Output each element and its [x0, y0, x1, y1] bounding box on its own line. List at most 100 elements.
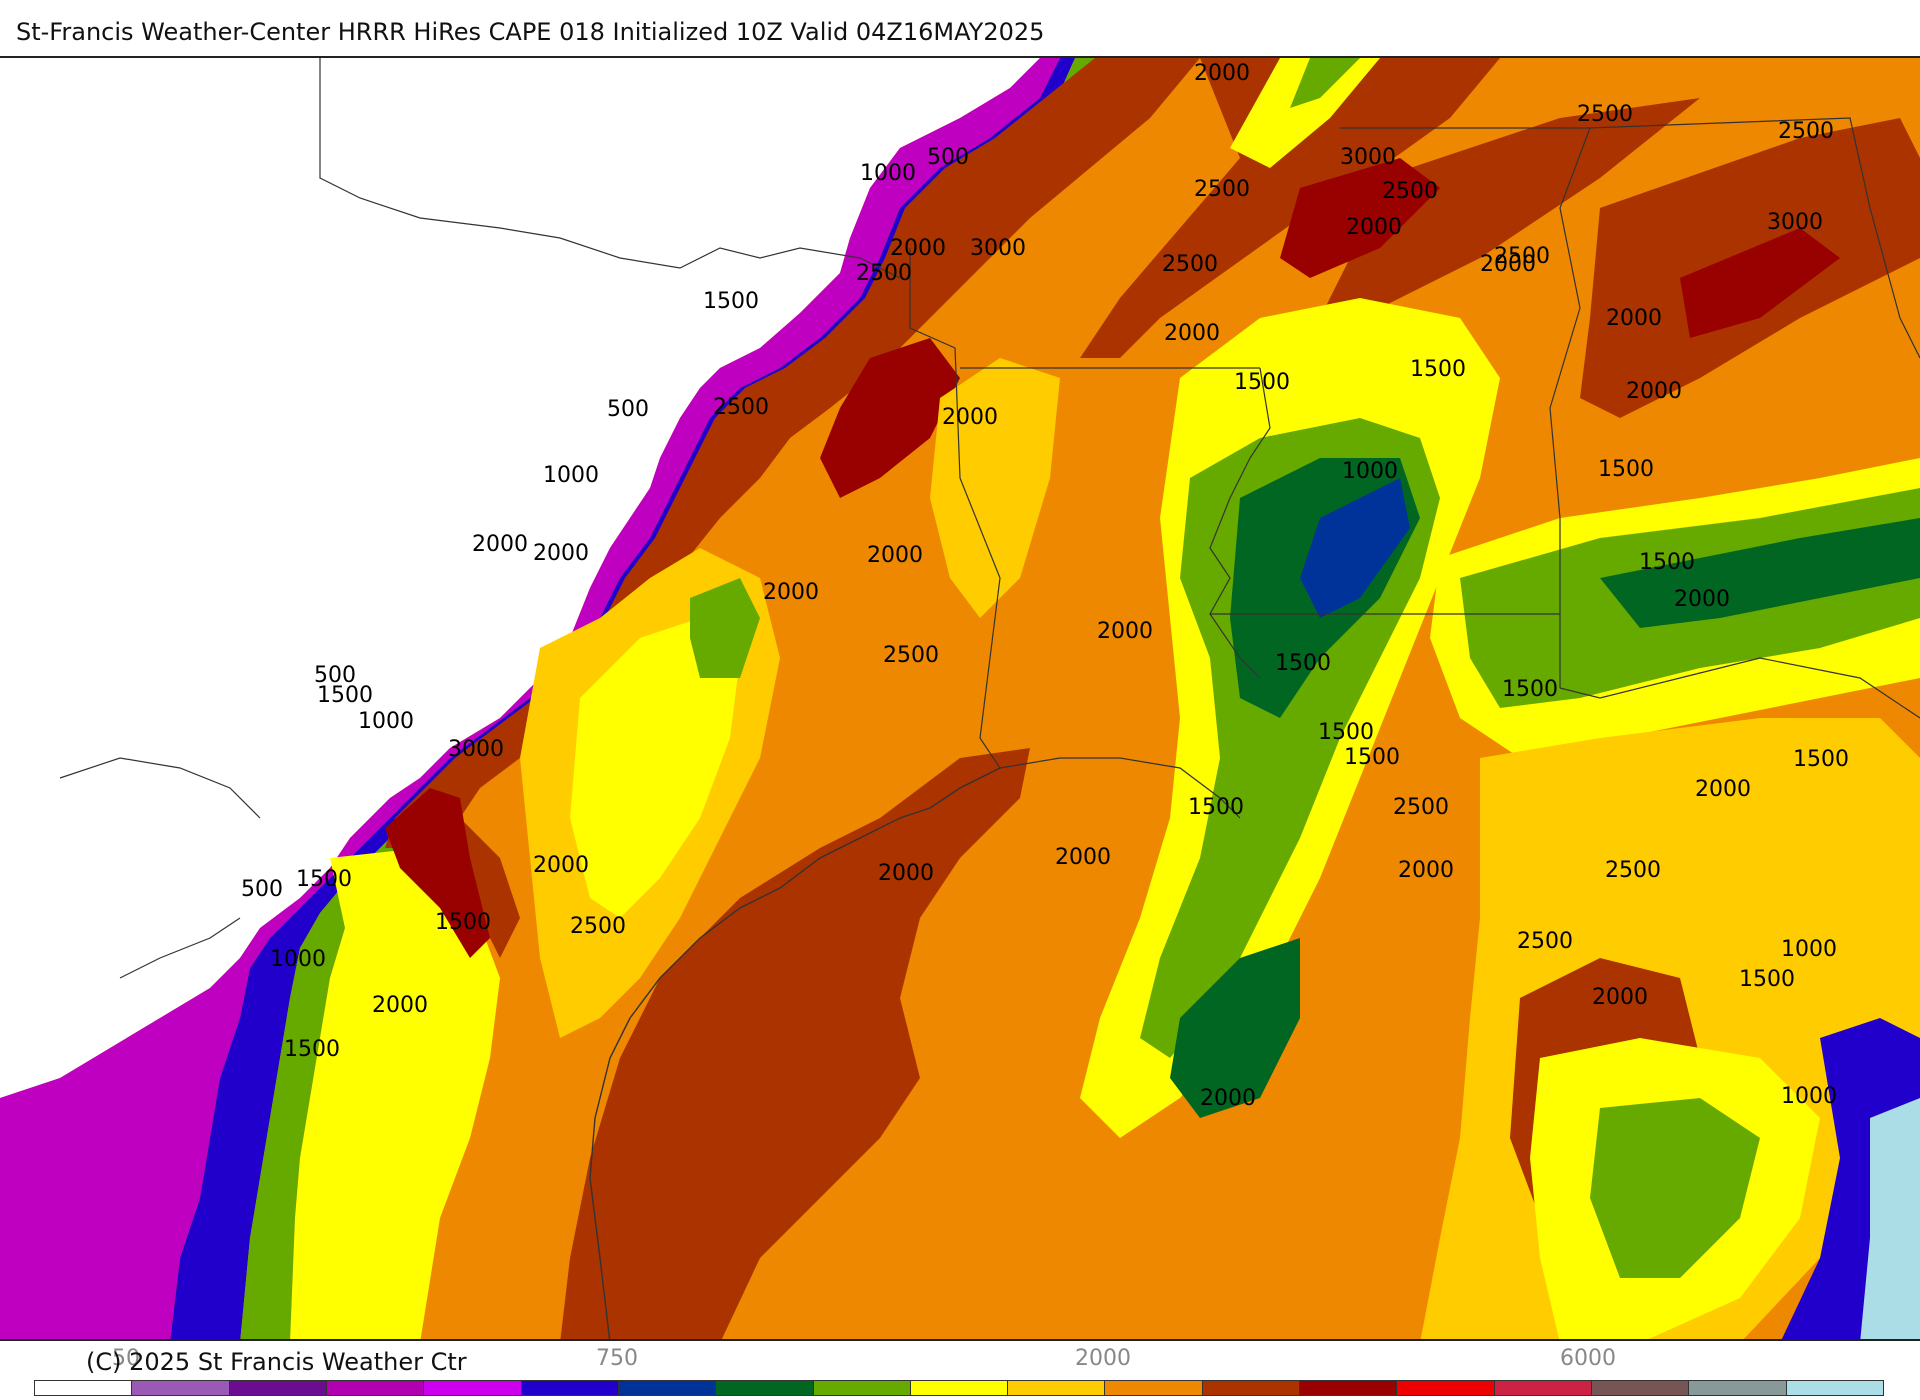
cape-3000-core-north — [820, 338, 960, 498]
contour-label: 1500 — [703, 289, 759, 314]
contour-label: 1500 — [296, 867, 352, 892]
copyright-notice: (C) 2025 St Francis Weather Ctr — [86, 1348, 467, 1376]
contour-label: 2500 — [1577, 102, 1633, 127]
cape-1250-north-strip — [1290, 58, 1360, 108]
cape-purple-band — [0, 58, 1060, 1339]
colorbar-swatch — [35, 1381, 133, 1395]
colorbar-swatch — [618, 1381, 717, 1395]
contour-label: 2000 — [1164, 321, 1220, 346]
cape-1750-north — [930, 358, 1060, 618]
colorbar-swatch — [132, 1381, 230, 1395]
contour-label: 1000 — [1781, 937, 1837, 962]
map-title: St-Francis Weather-Center HRRR HiRes CAP… — [16, 18, 1045, 46]
cape-yellow-sw — [290, 848, 500, 1339]
colorbar-ticks: 50 750 2000 6000 — [0, 1342, 1920, 1378]
cape-3000-northeast-1 — [1280, 158, 1440, 278]
contour-label: 1500 — [1344, 745, 1400, 770]
contour-label: 500 — [314, 663, 356, 688]
contour-label: 2500 — [1393, 795, 1449, 820]
contour-label: 2000 — [942, 405, 998, 430]
colorbar-swatch — [716, 1381, 814, 1395]
colorbar-swatch — [229, 1381, 327, 1395]
contour-label: 2000 — [1398, 858, 1454, 883]
contour-label: 2000 — [372, 993, 428, 1018]
colorbar-tick-50: 50 — [112, 1346, 140, 1371]
contour-label: 2000 — [1346, 215, 1402, 240]
contour-label: 2000 — [1200, 1086, 1256, 1111]
contour-label: 2000 — [1097, 619, 1153, 644]
contour-label: 1500 — [1318, 720, 1374, 745]
contour-label: 1500 — [284, 1037, 340, 1062]
contour-label: 2000 — [867, 543, 923, 568]
cape-colorbar — [34, 1380, 1884, 1396]
contour-label: 2000 — [1606, 306, 1662, 331]
contour-label: 2500 — [883, 643, 939, 668]
contour-label: 2500 — [1605, 858, 1661, 883]
contour-label: 500 — [241, 877, 283, 902]
colorbar-swatch — [1592, 1381, 1690, 1395]
contour-label: 1500 — [1234, 370, 1290, 395]
colorbar-swatch — [1105, 1381, 1203, 1395]
contour-label: 2500 — [1494, 244, 1550, 269]
contour-label: 1500 — [1275, 651, 1331, 676]
contour-label: 1500 — [317, 683, 373, 708]
colorbar-tick-6000: 6000 — [1560, 1346, 1616, 1371]
contour-label: 1500 — [1793, 747, 1849, 772]
colorbar-swatch — [1202, 1381, 1301, 1395]
cape-2500-gulf — [560, 748, 1030, 1339]
contour-label: 1500 — [1639, 550, 1695, 575]
contour-label: 1000 — [543, 463, 599, 488]
contour-label: 2000 — [1674, 587, 1730, 612]
contour-label: 500 — [927, 145, 969, 170]
contour-label: 1500 — [435, 910, 491, 935]
cape-750-valley — [1300, 478, 1410, 618]
cape-1500-north-strip — [1230, 58, 1380, 168]
contour-label: 1500 — [1410, 357, 1466, 382]
cape-1500-central — [570, 618, 740, 918]
colorbar-swatch — [424, 1381, 522, 1395]
contour-label: 2000 — [1055, 845, 1111, 870]
contour-label: 2000 — [878, 861, 934, 886]
colorbar-swatch — [813, 1381, 911, 1395]
cape-1250-southeast-convective — [1590, 1098, 1760, 1278]
contour-label: 1000 — [358, 709, 414, 734]
contour-label: 1500 — [1188, 795, 1244, 820]
contour-label: 2500 — [1778, 119, 1834, 144]
contour-label: 1500 — [1502, 677, 1558, 702]
colorbar-swatch — [1397, 1381, 1495, 1395]
contour-label: 2500 — [570, 914, 626, 939]
contour-label: 2000 — [1194, 61, 1250, 86]
contour-label: 1000 — [270, 947, 326, 972]
cape-2500-northeast-2 — [1320, 98, 1700, 318]
cape-1000-east — [1600, 518, 1920, 628]
cape-2500-northeast-1 — [1080, 58, 1500, 358]
colorbar-swatch — [1494, 1381, 1592, 1395]
contour-label: 500 — [607, 397, 649, 422]
contour-label: 1500 — [1598, 457, 1654, 482]
contour-label: 2000 — [533, 541, 589, 566]
colorbar-tick-750: 750 — [596, 1346, 638, 1371]
cape-very-low-far-southeast — [1860, 1098, 1920, 1339]
contour-label: 1000 — [1342, 459, 1398, 484]
contour-label: 2500 — [1517, 929, 1573, 954]
cape-map: 2000 2500 2500 3000 2500 2000 3000 500 1000 2000 3… — [0, 56, 1920, 1341]
contour-label: 2000 — [890, 236, 946, 261]
contour-label: 3000 — [448, 737, 504, 762]
contour-label: 3000 — [1767, 210, 1823, 235]
cape-3000-northeast-2 — [1680, 228, 1840, 338]
contour-label: 2500 — [713, 395, 769, 420]
colorbar-swatch — [1300, 1381, 1398, 1395]
contour-label: 1500 — [1739, 967, 1795, 992]
cape-1000-south-valley — [1170, 938, 1300, 1118]
contour-label: 2500 — [856, 261, 912, 286]
contour-label: 2000 — [472, 532, 528, 557]
colorbar-swatch — [1786, 1381, 1883, 1395]
contour-label: 3000 — [1340, 145, 1396, 170]
colorbar-swatch — [1008, 1381, 1106, 1395]
contour-label: 2500 — [1162, 252, 1218, 277]
colorbar-swatch — [326, 1381, 425, 1395]
cape-zero-region-north — [0, 58, 1040, 1098]
contour-label: 2500 — [1382, 179, 1438, 204]
